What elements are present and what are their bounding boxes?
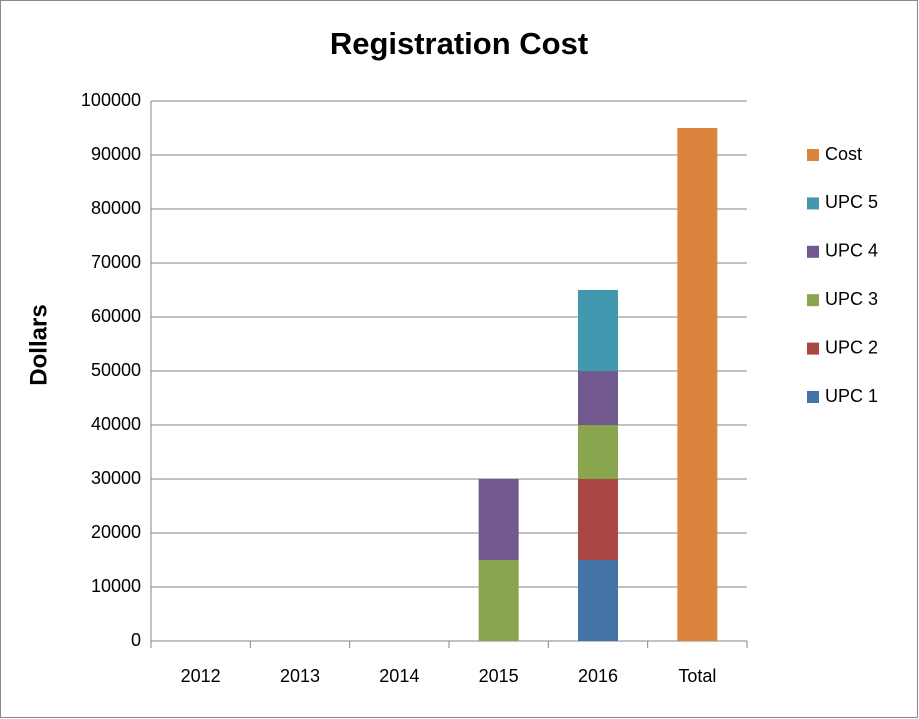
legend-label: UPC 2 [825,337,878,357]
bar-segment [677,128,718,641]
bar-segment [578,290,618,371]
legend-swatch [807,197,819,210]
x-tick-label: 2016 [578,666,618,686]
bar-segment [578,425,618,479]
y-tick-label: 80000 [91,198,141,218]
legend-swatch [807,245,819,258]
chart-title: Registration Cost [330,26,588,61]
legend-swatch [807,294,819,307]
legend-swatch [807,391,819,403]
y-tick-label: 10000 [91,576,141,596]
bar-segment [478,479,519,560]
y-tick-label: 100000 [81,90,141,110]
y-tick-label: 40000 [91,414,141,434]
y-tick-label: 0 [131,630,141,650]
y-tick-label: 50000 [91,360,141,380]
x-tick-label: Total [678,666,716,686]
x-tick-label: 2015 [479,666,519,686]
y-tick-label: 30000 [91,468,141,488]
bar-segment [478,560,519,641]
legend-label: UPC 1 [825,386,878,406]
legend-swatch [807,342,819,355]
bar-segment [578,479,618,560]
legend-label: Cost [825,144,862,164]
bar-segment [578,560,618,641]
y-axis-label: Dollars [25,304,52,385]
legend-label: UPC 3 [825,289,878,309]
legend-swatch [807,149,819,161]
y-tick-label: 70000 [91,252,141,272]
y-tick-label: 20000 [91,522,141,542]
x-tick-label: 2012 [181,666,221,686]
x-tick-label: 2013 [280,666,320,686]
bar-segment [578,371,618,425]
legend-label: UPC 4 [825,241,878,261]
y-tick-label: 60000 [91,306,141,326]
legend-label: UPC 5 [825,192,878,212]
x-tick-label: 2014 [379,666,419,686]
y-tick-label: 90000 [91,144,141,164]
